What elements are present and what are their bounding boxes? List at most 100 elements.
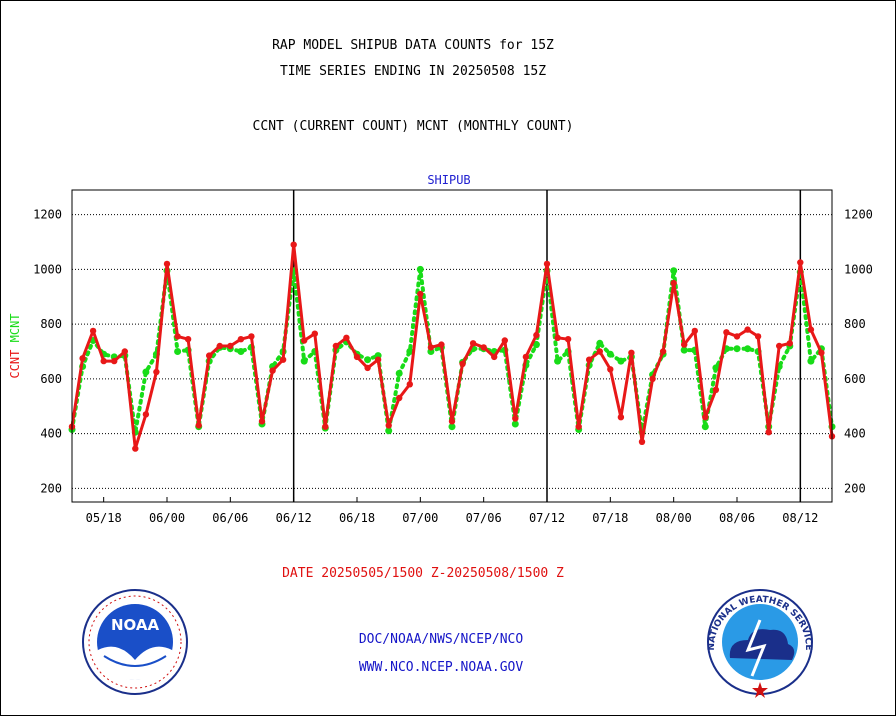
point-mcnt — [733, 345, 741, 353]
point-ccnt — [480, 344, 487, 351]
xtick-label: 06/00 — [149, 511, 185, 525]
ytick-right-400: 400 — [844, 427, 866, 441]
point-ccnt — [396, 394, 403, 402]
point-ccnt — [554, 334, 561, 341]
point-ccnt — [491, 353, 498, 361]
point-ccnt — [807, 326, 815, 333]
point-ccnt — [575, 423, 582, 430]
org-label: DOC/NOAA/NWS/NCEP/NCO — [358, 632, 524, 647]
point-ccnt — [681, 341, 688, 348]
point-ccnt — [459, 360, 466, 367]
point-mcnt — [701, 423, 709, 431]
xtick-label: 07/12 — [529, 511, 565, 525]
xtick-label: 08/06 — [719, 511, 755, 525]
point-ccnt — [543, 260, 551, 268]
point-mcnt — [807, 357, 815, 365]
point-ccnt — [353, 353, 361, 361]
point-mcnt — [364, 356, 372, 364]
point-ccnt — [818, 349, 825, 356]
point-ccnt — [712, 386, 720, 393]
gridlines — [72, 214, 832, 489]
point-ccnt — [628, 349, 635, 356]
point-ccnt — [121, 348, 128, 355]
ytick-right-200: 200 — [844, 481, 866, 495]
xtick-label: 07/06 — [466, 511, 502, 525]
point-ccnt — [343, 334, 350, 341]
point-mcnt — [744, 345, 752, 353]
xtick-label: 08/12 — [782, 511, 818, 525]
point-ccnt — [364, 364, 371, 372]
xtick-label: 06/18 — [339, 511, 375, 525]
point-ccnt — [216, 342, 223, 350]
point-ccnt — [227, 342, 234, 350]
point-ccnt — [374, 356, 382, 363]
point-mcnt — [395, 369, 403, 377]
point-ccnt — [469, 340, 477, 347]
date-range-label: DATE 20250505/1500 Z-20250508/1500 Z — [282, 566, 564, 581]
point-mcnt — [416, 265, 424, 273]
series-layer — [68, 241, 836, 452]
point-ccnt — [754, 333, 762, 340]
point-ccnt — [512, 415, 519, 422]
ylabel-part-ccnt: CCNT — [8, 350, 22, 379]
ytick-left-800: 800 — [40, 317, 62, 331]
point-ccnt — [533, 331, 540, 339]
point-ccnt — [670, 279, 677, 287]
xtick-label: 07/18 — [592, 511, 628, 525]
point-ccnt — [417, 290, 424, 298]
ytick-right-600: 600 — [844, 372, 866, 386]
point-ccnt — [174, 333, 181, 340]
point-mcnt — [300, 357, 308, 365]
point-ccnt — [290, 241, 297, 248]
point-ccnt — [184, 336, 192, 343]
nws-logo: NATIONAL WEATHER SERVICE — [707, 589, 813, 698]
point-ccnt — [765, 429, 772, 436]
point-mcnt — [237, 348, 245, 355]
point-ccnt — [406, 381, 413, 388]
point-ccnt — [153, 368, 160, 376]
point-ccnt — [596, 348, 603, 355]
point-mcnt — [511, 420, 519, 428]
ytick-left-1000: 1000 — [33, 262, 62, 276]
point-mcnt — [174, 348, 182, 355]
xtick-label: 06/06 — [212, 511, 248, 525]
point-mcnt — [406, 348, 414, 355]
point-mcnt — [617, 357, 625, 365]
point-ccnt — [638, 438, 646, 445]
point-ccnt — [100, 357, 107, 365]
point-mcnt — [142, 368, 150, 376]
website-label: WWW.NCO.NCEP.NOAA.GOV — [358, 660, 524, 675]
point-mcnt — [712, 364, 720, 372]
point-ccnt — [132, 445, 139, 452]
point-ccnt — [786, 340, 793, 347]
point-ccnt — [79, 355, 86, 362]
ytick-right-800: 800 — [844, 317, 866, 331]
point-ccnt — [659, 348, 667, 355]
xtick-label: 08/00 — [656, 511, 692, 525]
point-ccnt — [111, 357, 118, 365]
chart-subtitle: SHIPUB — [427, 173, 470, 187]
point-ccnt — [385, 422, 392, 429]
point-ccnt — [776, 342, 783, 350]
point-ccnt — [311, 330, 318, 337]
point-ccnt — [332, 342, 340, 350]
xtick-label: 05/18 — [86, 511, 122, 525]
point-ccnt — [702, 414, 709, 421]
point-ccnt — [269, 367, 276, 374]
point-ccnt — [522, 353, 530, 361]
noaa-logo-text: NOAA — [111, 616, 160, 634]
point-ccnt — [733, 333, 741, 340]
point-ccnt — [586, 356, 593, 363]
point-ccnt — [607, 366, 614, 373]
point-ccnt — [501, 337, 508, 344]
ytick-left-400: 400 — [40, 427, 62, 441]
ylabel-part-mcnt: MCNT — [8, 313, 22, 349]
point-ccnt — [248, 333, 255, 340]
ytick-right-1000: 1000 — [844, 262, 873, 276]
y-axis-ticks: 200 200 400 400 600 600 800 800 1000 1000 1200 1200 — [33, 208, 873, 496]
point-ccnt — [691, 327, 698, 335]
point-ccnt — [89, 327, 97, 335]
point-ccnt — [797, 259, 804, 266]
ytick-left-1200: 1200 — [33, 208, 62, 222]
plot-area-border — [71, 189, 833, 503]
